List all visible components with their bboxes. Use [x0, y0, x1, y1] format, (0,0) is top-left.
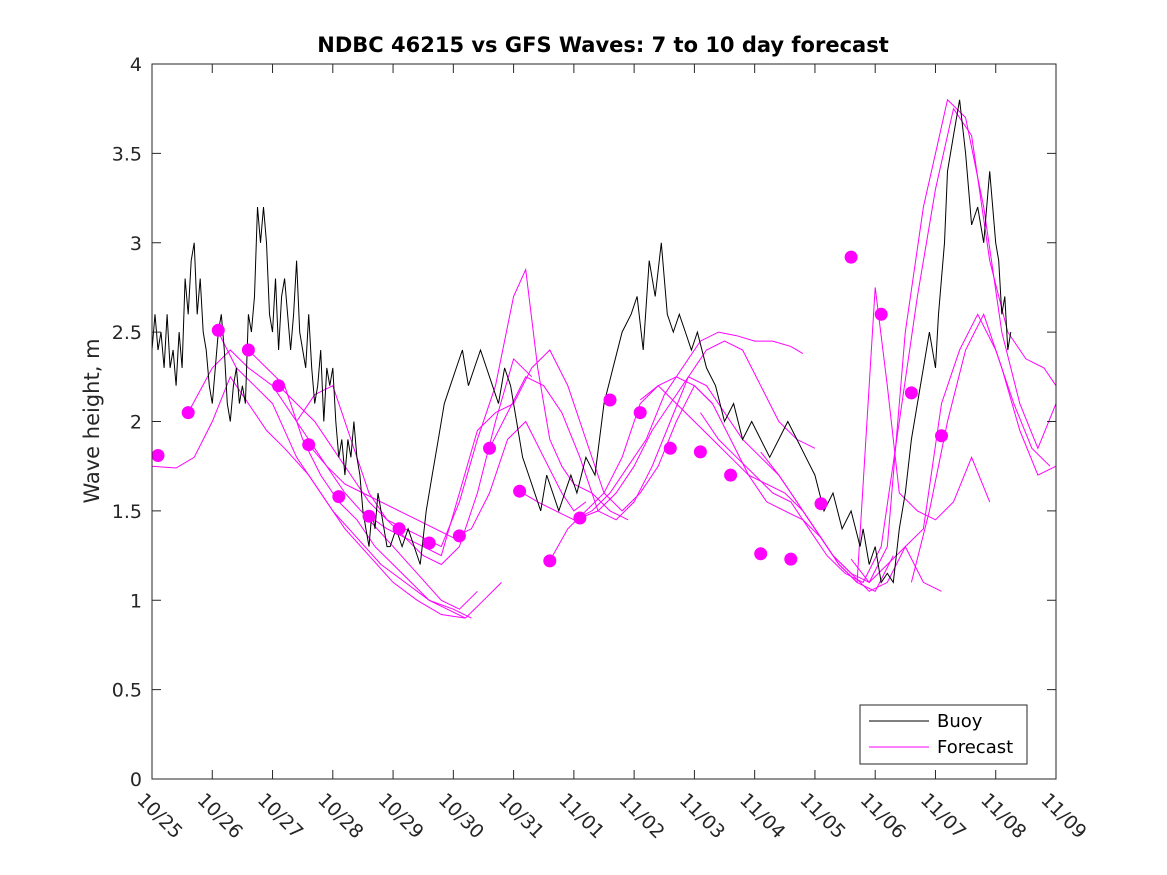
- chart-title: NDBC 46215 vs GFS Waves: 7 to 10 day for…: [317, 33, 888, 57]
- forecast-marker: [663, 441, 677, 455]
- forecast-marker: [181, 406, 195, 420]
- forecast-marker: [603, 393, 617, 407]
- forecast-marker: [814, 497, 828, 511]
- forecast-marker: [151, 449, 165, 462]
- forecast-series-line-10: [519, 331, 804, 521]
- forecast-series-line-9: [489, 340, 816, 521]
- forecast-marker: [693, 445, 707, 459]
- y-tick-label: 0: [130, 769, 142, 791]
- forecast-marker: [513, 484, 527, 498]
- y-tick-label: 0.5: [112, 680, 142, 702]
- forecast-marker: [874, 307, 888, 321]
- forecast-series-line-2: [187, 349, 478, 610]
- forecast-marker: [302, 438, 316, 452]
- y-axis: 0 0.5 1 1.5 2 2.5 3 3.5 4: [112, 54, 1056, 791]
- forecast-marker: [904, 386, 918, 400]
- forecast-marker: [422, 536, 436, 550]
- forecast-series-line-1: [151, 375, 472, 619]
- forecast-marker: [392, 522, 406, 536]
- y-tick-label: 4: [130, 54, 142, 76]
- forecast-marker: [935, 429, 948, 443]
- y-tick-label: 2.5: [112, 322, 142, 344]
- forecast-marker: [241, 343, 255, 357]
- y-tick-label: 2: [130, 412, 142, 434]
- buoy-series-line: [151, 99, 1012, 584]
- legend-forecast-label: Forecast: [937, 737, 1013, 758]
- buoy-line-group: [151, 99, 1012, 584]
- y-tick-label: 3.5: [112, 143, 142, 165]
- y-tick-label: 1: [130, 590, 142, 612]
- legend-box: [859, 704, 1028, 765]
- forecast-marker: [573, 511, 587, 525]
- forecast-markers: [151, 250, 948, 568]
- forecast-marker: [483, 441, 496, 455]
- forecast-marker: [362, 509, 376, 523]
- forecast-marker: [724, 468, 738, 482]
- forecast-series-line-16: [850, 98, 1057, 584]
- forecast-marker: [633, 406, 647, 420]
- forecast-marker: [211, 323, 225, 337]
- forecast-series-line-17: [910, 313, 1057, 583]
- forecast-marker: [844, 250, 858, 264]
- forecast-marker: [543, 554, 557, 568]
- legend: Buoy Forecast: [859, 704, 1028, 765]
- forecast-marker: [452, 529, 466, 543]
- forecast-marker: [332, 490, 346, 504]
- legend-buoy-label: Buoy: [937, 711, 983, 732]
- y-axis-title: Wave height, m: [80, 338, 104, 503]
- forecast-marker: [784, 552, 798, 566]
- y-tick-label: 3: [130, 233, 142, 255]
- y-tick-label: 1.5: [112, 501, 142, 523]
- forecast-marker: [754, 547, 768, 561]
- plot-background: [152, 64, 1056, 779]
- forecast-marker: [272, 379, 286, 393]
- forecast-series-line-3: [217, 331, 502, 619]
- plot-area: [151, 63, 1057, 780]
- forecast-series-line-12: [579, 376, 942, 592]
